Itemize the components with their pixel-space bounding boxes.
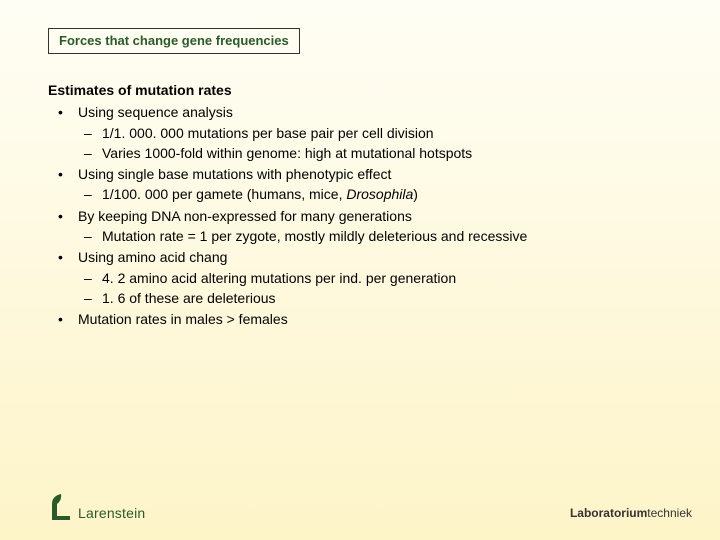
lab-light: techniek bbox=[647, 506, 692, 520]
sub-item: 1/100. 000 per gamete (humans, mice, Dro… bbox=[78, 184, 690, 204]
bullet-item: Using sequence analysis 1/1. 000. 000 mut… bbox=[48, 102, 690, 163]
bullet-text: Using sequence analysis bbox=[78, 104, 233, 120]
bullet-item: Using amino acid chang 4. 2 amino acid al… bbox=[48, 247, 690, 308]
footer: Larenstein Laboratoriumtechniek bbox=[48, 490, 692, 522]
bullet-text: By keeping DNA non-expressed for many ge… bbox=[78, 208, 412, 224]
content-heading: Estimates of mutation rates bbox=[48, 80, 690, 100]
bullet-item: Using single base mutations with phenoty… bbox=[48, 164, 690, 205]
logo-text: Larenstein bbox=[78, 505, 145, 522]
sub-list: Mutation rate = 1 per zygote, mostly mil… bbox=[78, 226, 690, 246]
lab-bold: Laboratorium bbox=[570, 506, 647, 520]
bullet-text: Mutation rates in males > females bbox=[78, 311, 288, 327]
sub-item: Varies 1000-fold within genome: high at … bbox=[78, 143, 690, 163]
bullet-text: Using amino acid chang bbox=[78, 249, 227, 265]
bullet-item: By keeping DNA non-expressed for many ge… bbox=[48, 206, 690, 247]
sub-list: 4. 2 amino acid altering mutations per i… bbox=[78, 268, 690, 309]
sub-list: 1/100. 000 per gamete (humans, mice, Dro… bbox=[78, 184, 690, 204]
sub-item: 1/1. 000. 000 mutations per base pair pe… bbox=[78, 123, 690, 143]
logo: Larenstein bbox=[48, 490, 145, 522]
sub-list: 1/1. 000. 000 mutations per base pair pe… bbox=[78, 123, 690, 164]
lab-label: Laboratoriumtechniek bbox=[570, 506, 692, 522]
sub-item: 1. 6 of these are deleterious bbox=[78, 288, 690, 308]
bullet-list: Using sequence analysis 1/1. 000. 000 mut… bbox=[48, 102, 690, 329]
bullet-item: Mutation rates in males > females bbox=[48, 309, 690, 329]
content-area: Estimates of mutation rates Using sequen… bbox=[48, 80, 690, 331]
sub-item: 4. 2 amino acid altering mutations per i… bbox=[78, 268, 690, 288]
slide-title: Forces that change gene frequencies bbox=[59, 33, 289, 48]
larenstein-logo-icon bbox=[48, 490, 74, 522]
title-box: Forces that change gene frequencies bbox=[48, 28, 300, 54]
bullet-text: Using single base mutations with phenoty… bbox=[78, 166, 391, 182]
sub-item: Mutation rate = 1 per zygote, mostly mil… bbox=[78, 226, 690, 246]
